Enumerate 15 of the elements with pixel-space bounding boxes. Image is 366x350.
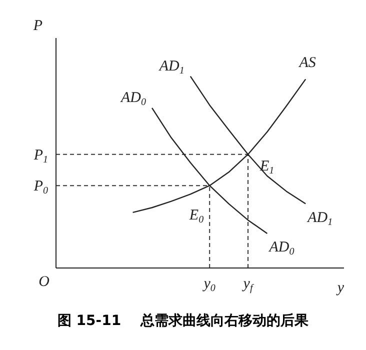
x-axis-title: y	[335, 280, 344, 296]
ref-line-label: P$_{1}$	[32, 147, 48, 166]
text: AD$_{0}$	[269, 240, 294, 258]
text: 图 15-11 总需求曲线向右移动的后果	[56, 312, 310, 330]
series-label: AS	[298, 55, 316, 72]
text: AD$_{1}$	[308, 210, 333, 228]
text: O	[38, 274, 50, 290]
x-tick-label: y$_{f}$	[241, 276, 254, 294]
annotation: E$_{0}$	[188, 208, 204, 226]
annotation: E$_{1}$	[259, 158, 274, 176]
x-tick-label: y$_{0}$	[202, 276, 216, 294]
ref-line-label: P$_{0}$	[32, 178, 48, 197]
y-axis-title: P	[32, 18, 43, 34]
series-label: AD$_{1}$	[158, 58, 184, 76]
series-label: AD$_{0}$	[120, 90, 146, 108]
